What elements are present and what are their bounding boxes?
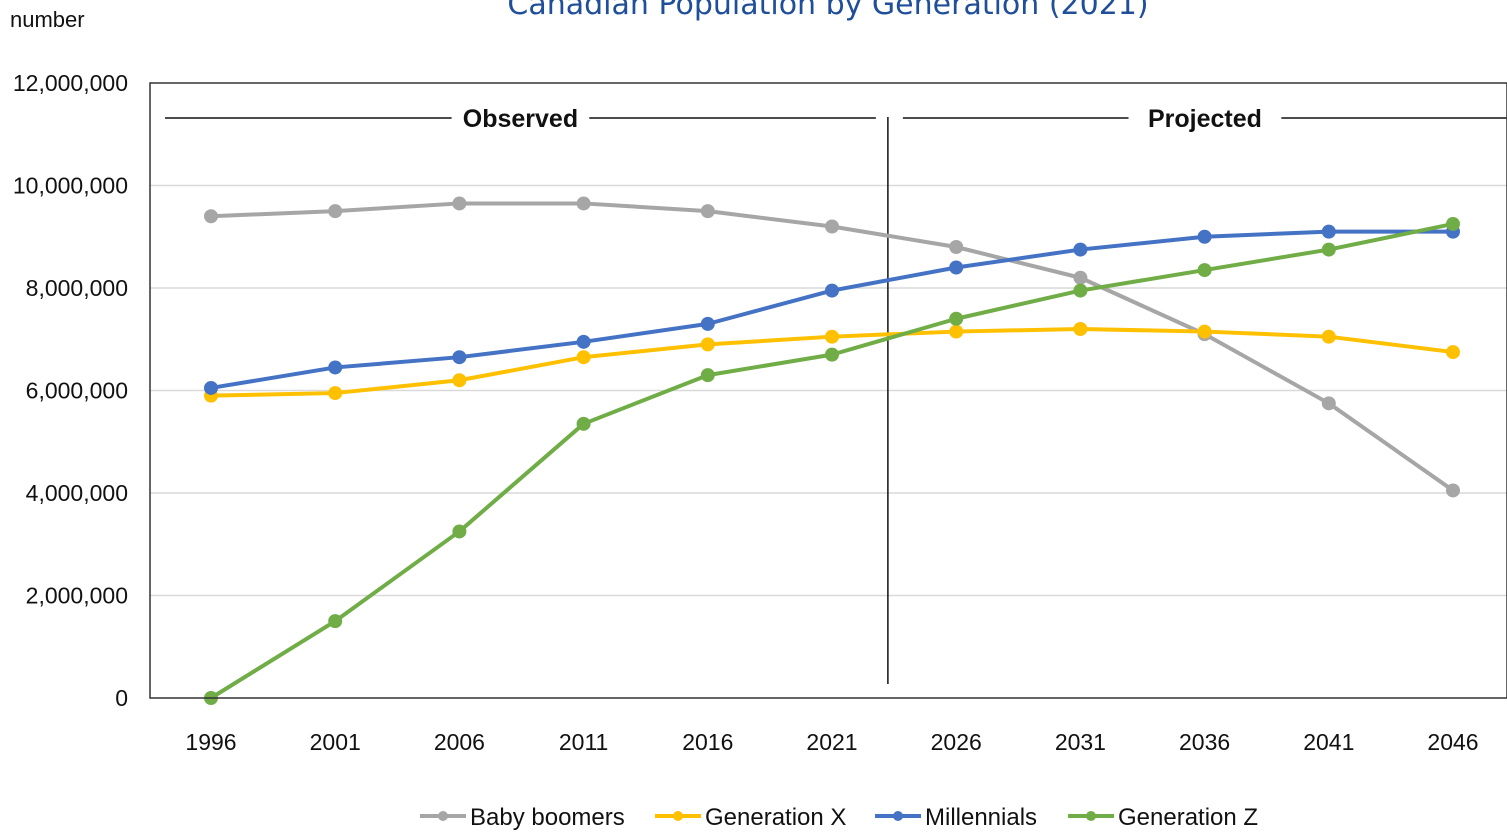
y-tick-label: 8,000,000 xyxy=(26,275,128,301)
generation-x-point xyxy=(949,324,964,339)
x-tick-label: 2031 xyxy=(1055,729,1106,755)
legend-swatch-marker xyxy=(438,811,448,821)
region-annotations: Observed Projected xyxy=(165,100,1507,684)
generation-z-point xyxy=(1321,242,1336,257)
x-tick-label: 2011 xyxy=(559,729,608,755)
millennials-point xyxy=(576,334,591,349)
x-tick-label: 2046 xyxy=(1427,729,1478,755)
legend-label: Generation Z xyxy=(1118,804,1258,831)
generation-z-point xyxy=(1446,216,1460,231)
legend-item-generation-z: Generation Z xyxy=(1068,804,1258,831)
generation-x-point xyxy=(452,373,467,388)
generation-z-point xyxy=(328,614,343,629)
legend-label: Baby boomers xyxy=(470,804,625,831)
legend-swatch-marker xyxy=(1086,811,1096,821)
millennials-point xyxy=(1197,229,1212,244)
legend-item-baby-boomers: Baby boomers xyxy=(420,804,625,831)
baby-boomers-point xyxy=(1446,483,1460,498)
generation-z-point xyxy=(825,347,839,362)
legend-swatch-marker xyxy=(673,811,683,821)
x-tick-label: 2021 xyxy=(806,729,857,755)
observed-label: Observed xyxy=(463,105,578,133)
series-layer xyxy=(204,196,1460,705)
plot-area-frame xyxy=(149,82,1507,699)
millennials-point xyxy=(452,350,467,365)
generation-x-point xyxy=(1073,322,1088,336)
legend: Baby boomers Generation X Millennials Gener… xyxy=(420,804,1258,831)
baby-boomers-point xyxy=(1073,270,1088,285)
y-tick-label: 10,000,000 xyxy=(13,173,128,199)
y-tick-label: 12,000,000 xyxy=(13,70,128,96)
x-tick-label: 1996 xyxy=(185,729,236,755)
generation-x-point xyxy=(700,337,715,352)
generation-x-point xyxy=(1446,345,1460,360)
y-tick-label: 2,000,000 xyxy=(26,583,128,609)
legend-item-millennials: Millennials xyxy=(875,804,1037,831)
millennials-point xyxy=(328,360,343,375)
generation-z-point xyxy=(1073,283,1088,298)
millennials-point xyxy=(1321,224,1336,239)
millennials-point xyxy=(1073,242,1088,257)
generation-x-point xyxy=(1321,329,1336,344)
generation-z-point xyxy=(576,416,591,431)
millennials-line xyxy=(210,229,1453,390)
baby-boomers-point xyxy=(576,196,591,211)
x-tick-label: 2041 xyxy=(1303,729,1354,755)
x-tick-label: 2016 xyxy=(682,729,733,755)
millennials-point xyxy=(204,380,218,395)
x-tick-label: 2001 xyxy=(310,729,361,755)
projected-label: Projected xyxy=(1148,105,1262,133)
baby-boomers-point xyxy=(1321,396,1336,411)
y-tick-label: 0 xyxy=(115,685,128,711)
observed-label-background xyxy=(451,100,590,134)
projected-label-background xyxy=(1128,100,1282,134)
generation-x-point xyxy=(576,350,591,365)
y-tick-label: 6,000,000 xyxy=(26,378,128,404)
baby-boomers-point xyxy=(949,240,964,254)
millennials-point xyxy=(700,316,715,331)
generation-z-point xyxy=(452,524,467,539)
baby-boomers-point xyxy=(328,204,343,219)
legend-item-generation-x: Generation X xyxy=(655,804,846,831)
legend-label: Millennials xyxy=(925,804,1037,831)
generation-z-point xyxy=(1197,263,1212,278)
baby-boomers-point xyxy=(204,209,218,224)
baby-boomers-point xyxy=(452,196,467,211)
baby-boomers-point xyxy=(825,219,839,234)
x-tick-label: 2006 xyxy=(434,729,485,755)
millennials-point xyxy=(825,283,839,298)
legend-label: Generation X xyxy=(705,804,846,831)
generation-z-point xyxy=(700,368,715,383)
chart-title: Canadian Population by Generation (2021) xyxy=(507,0,1148,22)
x-tick-label: 2036 xyxy=(1179,729,1230,755)
millennials-point xyxy=(949,260,964,275)
y-axis-label: number xyxy=(10,7,85,32)
y-tick-label: 4,000,000 xyxy=(26,480,128,506)
legend-swatch-marker xyxy=(893,811,903,821)
generation-z-point xyxy=(949,311,964,326)
generation-x-point xyxy=(825,329,839,344)
baby-boomers-point xyxy=(700,204,715,219)
generation-x-point xyxy=(328,386,343,401)
generation-x-point xyxy=(1197,324,1212,339)
x-axis: 1996 2001 2006 2011 2016 2021 2026 2031 2036 2041… xyxy=(185,729,1478,755)
x-tick-label: 2026 xyxy=(931,729,982,755)
baby-boomers-line xyxy=(210,201,1455,493)
y-axis: 0 2,000,000 4,000,000 6,000,000 8,000,000 10,… xyxy=(13,70,128,711)
